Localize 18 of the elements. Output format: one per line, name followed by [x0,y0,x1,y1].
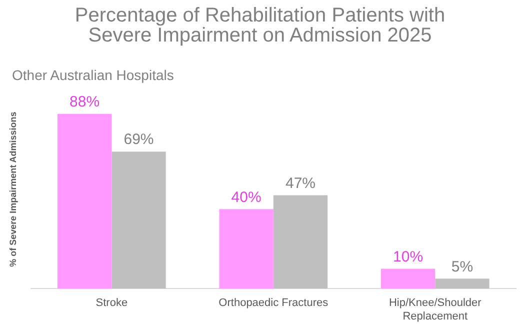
x-tick-label: Hip/Knee/Shoulder Replacement [388,297,482,322]
bar [219,209,274,289]
data-label: 88% [70,93,100,110]
bar [112,152,166,289]
bar [57,114,112,289]
bar [380,268,436,289]
data-label: 10% [393,248,424,266]
text: Other Australian Hospitals [12,66,174,83]
y-axis-title: % of Severe Impairment Admissions [8,112,18,267]
chart-title: Percentage of Rehabilitation Patients with Severe Impairment on Admission 2025 [74,4,446,47]
x-tick-label: Orthopaedic Fractures [218,297,329,310]
data-label: 5% [451,258,474,276]
x-tick-label: Stroke [96,297,128,310]
bar [435,278,490,289]
bar [273,195,328,289]
data-label: 40% [231,188,262,206]
data-label: 47% [285,174,316,192]
data-label: 69% [124,131,154,148]
